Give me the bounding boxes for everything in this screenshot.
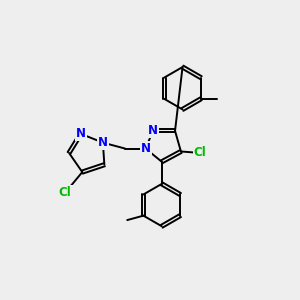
Text: N: N (98, 136, 108, 149)
Text: Cl: Cl (194, 146, 206, 159)
Text: N: N (76, 127, 86, 140)
Text: Cl: Cl (59, 186, 72, 199)
Text: N: N (148, 124, 158, 137)
Text: N: N (141, 142, 151, 155)
